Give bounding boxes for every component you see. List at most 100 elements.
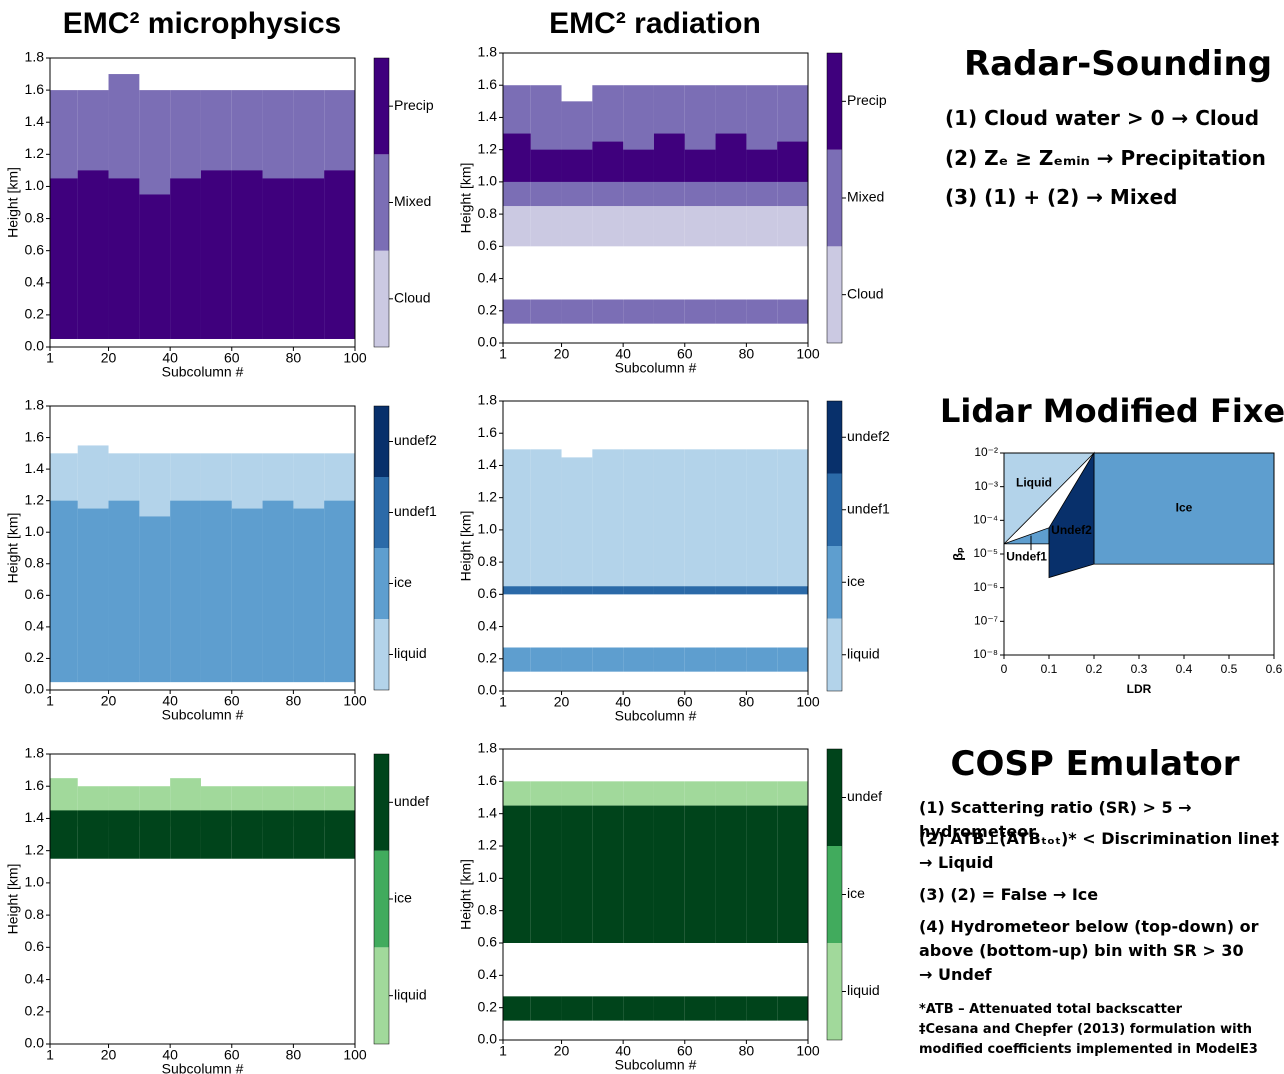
- y-tick-label: 1.4: [478, 456, 498, 472]
- x-tick-label: 100: [343, 350, 367, 366]
- y-tick-label: 0.6: [25, 241, 45, 257]
- y-tick-label: 0.8: [478, 901, 498, 917]
- cell-band: [746, 781, 778, 806]
- cell-band: [653, 805, 685, 943]
- x-tick-label: 0.4: [1176, 662, 1193, 676]
- cell-band: [623, 586, 654, 595]
- colorbar-label: liquid: [847, 645, 880, 661]
- x-tick-label: 40: [162, 1047, 178, 1063]
- y-tick-label: 0.8: [478, 205, 498, 221]
- colorbar-frame: [373, 753, 390, 1045]
- x-tick-label: 20: [101, 1047, 117, 1063]
- cell-band: [715, 781, 747, 806]
- y-tick-label: 0.0: [478, 1031, 498, 1047]
- x-tick-label: 100: [796, 346, 820, 362]
- cell-band: [503, 805, 531, 943]
- cell-band: [561, 781, 593, 806]
- footnote: ‡Cesana and Chepfer (2013) formulation w…: [919, 1022, 1258, 1057]
- x-tick-label: 1: [46, 693, 54, 709]
- cell-band: [200, 500, 232, 683]
- y-tick-label: 1.0: [478, 869, 498, 885]
- x-tick-label: 100: [796, 1043, 820, 1059]
- colorbar-segment: [827, 943, 842, 1040]
- plot-frame: [49, 753, 356, 1045]
- colorbar-segment: [827, 546, 842, 619]
- colorbar-segment: [827, 149, 842, 247]
- cell-band: [715, 805, 747, 943]
- y-tick-label: 0.8: [25, 906, 45, 922]
- colorbar-segment: [827, 246, 842, 343]
- footnote: *ATB – Attenuated total backscatter: [919, 1002, 1183, 1017]
- cell-band: [746, 586, 778, 595]
- cell-band: [293, 810, 325, 859]
- colorbar-segment: [827, 846, 842, 943]
- y-tick-label: 1.2: [25, 491, 45, 507]
- cell-band: [200, 170, 232, 339]
- y-tick-label: 0.0: [478, 334, 498, 350]
- cell-band: [503, 449, 531, 595]
- y-tick-label: 0.6: [478, 237, 498, 253]
- cell-band: [746, 206, 778, 247]
- colorbar-segment: [827, 749, 842, 846]
- cell-band: [530, 586, 562, 595]
- y-tick-label: 10⁻²: [974, 445, 998, 459]
- cell-band: [503, 996, 531, 1021]
- cell-band: [561, 457, 593, 595]
- cell-band: [623, 647, 654, 672]
- x-axis-label: Subcolumn #: [162, 364, 244, 380]
- colorbar-label: liquid: [394, 986, 427, 1002]
- cell-band: [684, 149, 716, 182]
- colorbar-segment: [374, 477, 389, 548]
- cell-band: [592, 586, 624, 595]
- cell-band: [746, 805, 778, 943]
- rule: (2) ATB⊥(ATBₜₒₜ)* < Discrimination line‡…: [919, 829, 1279, 872]
- cell-band: [200, 810, 232, 859]
- cell-band: [746, 449, 778, 595]
- y-tick-label: 0.2: [25, 649, 45, 665]
- column-title: EMC² microphysics: [63, 7, 341, 40]
- cell-band: [77, 508, 109, 683]
- colorbar-label: liquid: [847, 982, 880, 998]
- x-tick-label: 40: [615, 1043, 631, 1059]
- cell-band: [592, 206, 624, 247]
- colorbar-segment: [374, 947, 389, 1044]
- x-tick-label: 80: [286, 350, 302, 366]
- cell-band: [561, 996, 593, 1021]
- x-tick-label: 1: [46, 350, 54, 366]
- y-tick-label: 0.6: [25, 938, 45, 954]
- cell-band: [530, 149, 562, 182]
- colorbar-segment: [827, 53, 842, 150]
- x-tick-label: 1: [499, 346, 507, 362]
- colorbar-segment: [827, 618, 842, 691]
- x-tick-label: 1: [499, 694, 507, 710]
- y-tick-label: 0.8: [478, 553, 498, 569]
- cell-band: [561, 149, 593, 182]
- y-tick-label: 1.6: [25, 81, 45, 97]
- cell-band: [561, 805, 593, 943]
- colorbar-segment: [827, 473, 842, 546]
- cell-band: [684, 449, 716, 595]
- cell-band: [777, 586, 808, 595]
- cell-band: [623, 85, 654, 207]
- y-tick-label: 1.6: [478, 424, 498, 440]
- x-tick-label: 20: [554, 1043, 570, 1059]
- cell-band: [530, 996, 562, 1021]
- x-tick-label: 20: [101, 350, 117, 366]
- y-tick-label: 1.6: [478, 76, 498, 92]
- colorbar-label: Mixed: [394, 193, 431, 209]
- y-tick-label: 1.4: [478, 804, 498, 820]
- x-tick-label: 40: [162, 350, 178, 366]
- cell-band: [623, 149, 654, 182]
- cell-band: [139, 194, 171, 339]
- cell-band: [684, 299, 716, 324]
- x-axis-label: Subcolumn #: [162, 707, 244, 723]
- cell-band: [139, 516, 171, 683]
- x-tick-label: 60: [224, 693, 240, 709]
- cell-band: [653, 299, 685, 324]
- x-tick-label: 60: [677, 346, 693, 362]
- rule: (2) Zₑ ≥ Zₑₘᵢₙ → Precipitation: [945, 146, 1266, 170]
- x-tick-label: 0.1: [1041, 662, 1058, 676]
- cell-band: [231, 170, 263, 339]
- y-tick-label: 10⁻⁶: [973, 580, 998, 594]
